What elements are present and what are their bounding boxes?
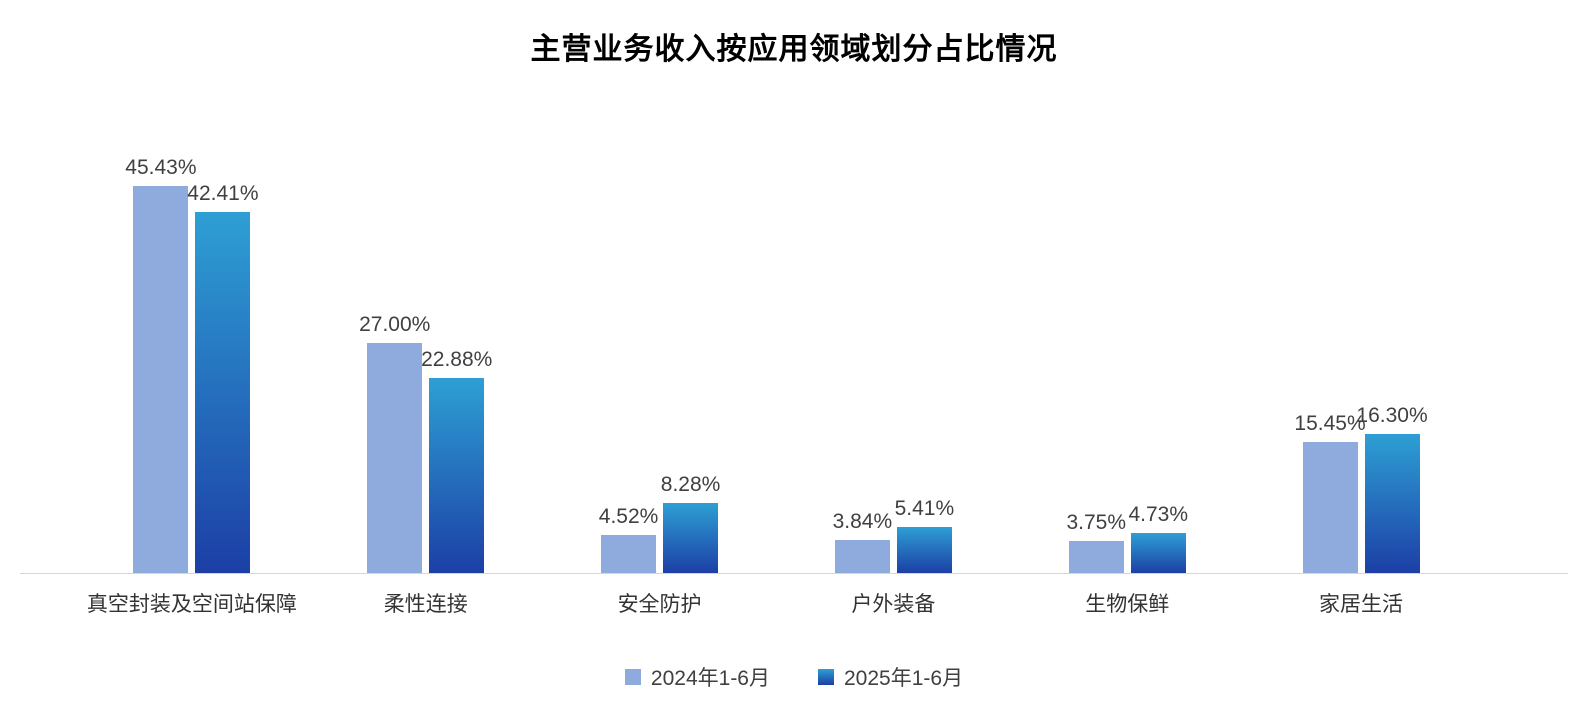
- category-label: 柔性连接: [383, 593, 468, 616]
- value-label: 5.41%: [894, 497, 955, 520]
- bar-series-1: [601, 535, 657, 573]
- value-label: 27.00%: [359, 313, 431, 336]
- bar-series-2: [1364, 434, 1420, 573]
- value-label: 45.43%: [125, 156, 197, 179]
- bars-area: 45.43% 42.41% 27.00% 22.88% 4.52% 8.28% 3.84% 5…: [20, 156, 1568, 574]
- value-label: 42.41%: [187, 182, 259, 205]
- bar-group: 27.00% 22.88%: [309, 174, 543, 573]
- bar-series-1: [133, 186, 189, 573]
- bar-group: 15.45% 16.30%: [1244, 174, 1478, 573]
- bar-wrap: 27.00%: [359, 313, 430, 573]
- bar-wrap: 15.45%: [1294, 412, 1366, 573]
- bar-wrap: 22.88%: [421, 348, 492, 573]
- chart-legend: 2024年1-6月 2025年1-6月: [0, 662, 1588, 692]
- bar-wrap: 3.84%: [833, 510, 892, 573]
- chart-title: 主营业务收入按应用领域划分占比情况: [530, 33, 1058, 66]
- bar-group: 4.52% 8.28%: [543, 174, 777, 573]
- bar-series-1: [1302, 442, 1358, 573]
- legend-label: 2024年1-6月: [650, 667, 770, 690]
- bar-wrap: 16.30%: [1356, 404, 1428, 573]
- bar-group: 3.75% 4.73%: [1010, 174, 1244, 573]
- value-label: 8.28%: [660, 473, 721, 496]
- bar-wrap: 8.28%: [661, 473, 720, 573]
- legend-item: 2024年1-6月: [624, 662, 770, 692]
- bar-wrap: 42.41%: [187, 182, 259, 573]
- category-label: 安全防护: [617, 593, 702, 616]
- bar-group: 3.84% 5.41%: [776, 174, 1010, 573]
- category-label: 生物保鲜: [1085, 593, 1170, 616]
- value-label: 3.75%: [1066, 511, 1126, 534]
- legend-item: 2025年1-6月: [818, 662, 963, 692]
- bar-group: 45.43% 42.41%: [75, 156, 309, 573]
- category-axis: 真空封装及空间站保障 柔性连接 安全防护 户外装备 生物保鲜 家居生活: [20, 574, 1568, 618]
- value-label: 16.30%: [1356, 404, 1428, 427]
- category-label: 真空封装及空间站保障: [86, 593, 297, 616]
- bar-series-2: [429, 378, 485, 573]
- category-label: 家居生活: [1319, 593, 1404, 616]
- bar-series-1: [834, 540, 890, 573]
- value-label: 4.52%: [598, 505, 659, 528]
- bar-series-1: [367, 343, 423, 573]
- bar-wrap: 4.73%: [1128, 503, 1188, 573]
- value-label: 15.45%: [1294, 412, 1366, 435]
- legend-swatch-icon: [624, 669, 641, 685]
- value-label: 4.73%: [1128, 503, 1188, 526]
- bar-series-2: [663, 503, 719, 573]
- legend-label: 2025年1-6月: [844, 667, 964, 690]
- bar-wrap: 5.41%: [895, 497, 954, 573]
- bar-wrap: 4.52%: [599, 505, 658, 573]
- legend-swatch-icon: [818, 669, 834, 685]
- chart-plot: 45.43% 42.41% 27.00% 22.88% 4.52% 8.28% 3.84% 5…: [20, 156, 1568, 618]
- bar-series-2: [1130, 533, 1186, 573]
- bar-series-2: [195, 212, 251, 573]
- category-label: 户外装备: [851, 593, 936, 616]
- bar-series-1: [1068, 541, 1124, 573]
- bar-wrap: 45.43%: [125, 156, 197, 573]
- bar-series-2: [896, 527, 952, 573]
- value-label: 22.88%: [421, 348, 493, 371]
- value-label: 3.84%: [832, 510, 893, 533]
- bar-wrap: 3.75%: [1066, 511, 1126, 573]
